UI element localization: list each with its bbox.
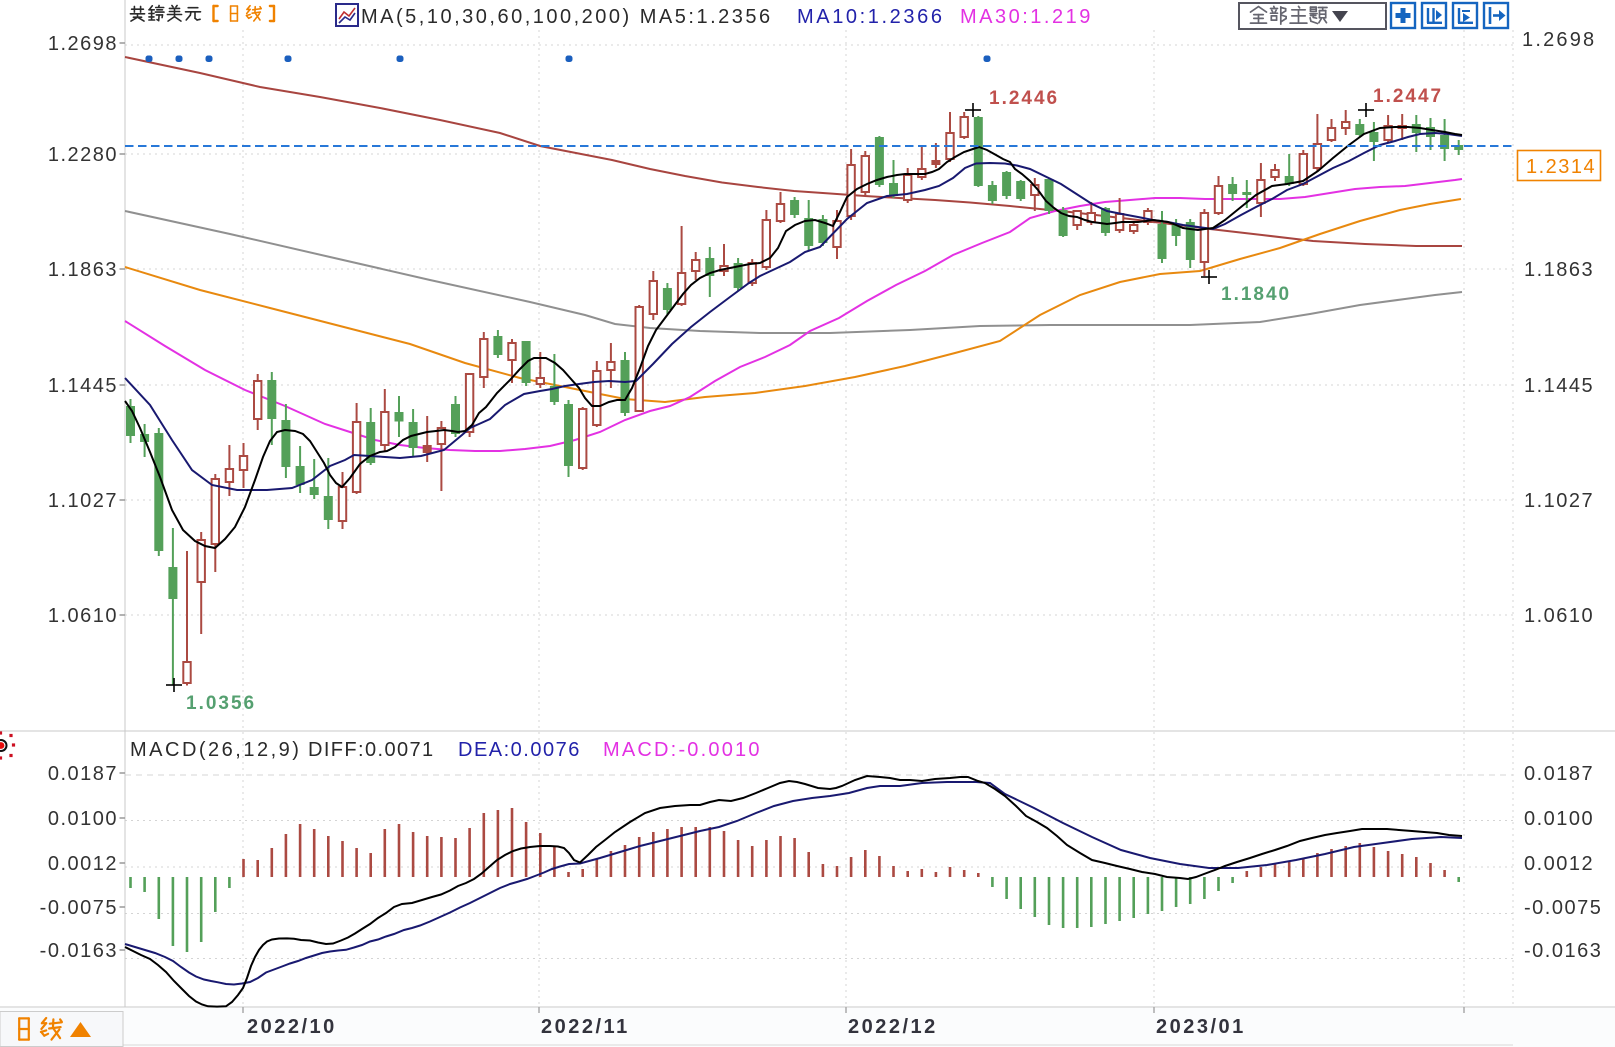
svg-text:MA10:1.2366: MA10:1.2366 <box>797 6 945 28</box>
svg-text:DIFF:0.0071: DIFF:0.0071 <box>308 739 435 761</box>
svg-text:1.1027: 1.1027 <box>48 490 118 512</box>
svg-text:1.1445: 1.1445 <box>1524 375 1594 397</box>
svg-text:1.1027: 1.1027 <box>1524 490 1594 512</box>
svg-text:1.0356: 1.0356 <box>186 693 256 714</box>
svg-text:MA30:1.219: MA30:1.219 <box>960 6 1093 28</box>
svg-text:1.1445: 1.1445 <box>48 375 118 397</box>
svg-text:1.1863: 1.1863 <box>1524 259 1594 281</box>
svg-text:-0.0075: -0.0075 <box>40 897 118 919</box>
svg-text:0.0012: 0.0012 <box>48 853 118 875</box>
svg-text:0.0187: 0.0187 <box>48 763 118 785</box>
svg-text:1.2314: 1.2314 <box>1526 156 1596 178</box>
svg-text:0.0187: 0.0187 <box>1524 763 1594 785</box>
svg-text:-0.0163: -0.0163 <box>1524 940 1602 962</box>
svg-text:MACD(26,12,9): MACD(26,12,9) <box>130 739 301 761</box>
svg-text:0.0012: 0.0012 <box>1524 853 1594 875</box>
svg-text:MACD:-0.0010: MACD:-0.0010 <box>603 739 762 761</box>
svg-text:0.0100: 0.0100 <box>48 808 118 830</box>
svg-text:1.0610: 1.0610 <box>48 605 118 627</box>
svg-text:MA(5,10,30,60,100,200) MA5:1.2: MA(5,10,30,60,100,200) MA5:1.2356 <box>361 6 773 28</box>
svg-text:DEA:0.0076: DEA:0.0076 <box>458 739 581 761</box>
svg-text:2022/10: 2022/10 <box>247 1016 337 1038</box>
svg-text:2022/11: 2022/11 <box>541 1016 630 1038</box>
svg-text:1.1840: 1.1840 <box>1221 284 1291 305</box>
svg-text:-0.0163: -0.0163 <box>40 940 118 962</box>
svg-text:1.2698: 1.2698 <box>1522 29 1596 51</box>
svg-text:1.2447: 1.2447 <box>1373 86 1443 107</box>
svg-text:1.1863: 1.1863 <box>48 259 118 281</box>
svg-text:1.2446: 1.2446 <box>989 88 1059 109</box>
svg-text:1.2698: 1.2698 <box>48 33 118 55</box>
svg-text:-0.0075: -0.0075 <box>1524 897 1602 919</box>
svg-text:0.0100: 0.0100 <box>1524 808 1594 830</box>
svg-text:2022/12: 2022/12 <box>848 1016 938 1038</box>
svg-text:1.2280: 1.2280 <box>48 144 118 166</box>
svg-text:1.0610: 1.0610 <box>1524 605 1594 627</box>
svg-text:2023/01: 2023/01 <box>1156 1016 1246 1038</box>
